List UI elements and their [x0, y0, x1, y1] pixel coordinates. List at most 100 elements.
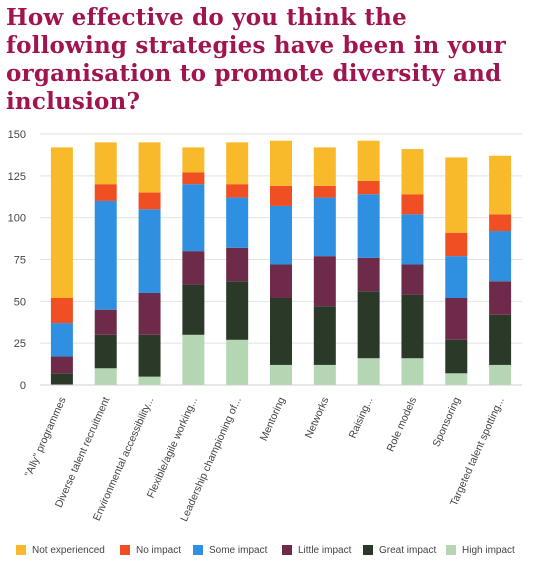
bar-segment	[94, 309, 117, 335]
bar-segment	[138, 209, 161, 293]
bar-segment	[445, 297, 468, 340]
legend-label: Great impact	[379, 544, 437, 556]
legend-item: Little impact	[282, 542, 351, 558]
bar-segment	[489, 214, 512, 232]
bar-segment	[182, 334, 205, 385]
legend-swatch	[120, 545, 130, 555]
bar-segment	[182, 172, 205, 185]
bar-segment	[313, 306, 336, 365]
bar-segment	[138, 334, 161, 377]
y-tick-label: 100	[8, 213, 26, 225]
x-category-label: Flexible/agile working...	[145, 395, 200, 500]
bar-segment	[270, 264, 292, 298]
x-category-label: Networks	[303, 395, 332, 440]
bar-segment	[445, 157, 468, 233]
bar-segment	[357, 194, 380, 258]
legend-label: No impact	[136, 544, 182, 556]
bar-segment	[270, 140, 292, 186]
bar-segment	[401, 294, 424, 359]
bar-segment	[138, 192, 161, 210]
legend-swatch	[193, 545, 203, 555]
bar-segment	[489, 155, 512, 215]
legend-item: Great impact	[363, 542, 436, 558]
y-tick-label: 125	[8, 171, 26, 183]
bar-segment	[445, 232, 468, 257]
bar-segment	[270, 297, 292, 365]
bar-segment	[226, 184, 249, 198]
legend-item: No impact	[120, 542, 181, 558]
x-category-label: Raising...	[347, 395, 376, 440]
legend-swatch	[16, 545, 26, 555]
bar-segment	[357, 180, 380, 195]
bar-segment	[489, 364, 512, 385]
x-category-label: Sponsoring	[430, 395, 463, 449]
bar-segment	[94, 334, 117, 369]
bar-segment	[357, 358, 380, 385]
bar-segment	[182, 284, 205, 335]
bar-segment	[445, 256, 468, 298]
bar-segment	[357, 291, 380, 359]
bar-segment	[313, 256, 336, 307]
bar-segment	[94, 142, 117, 185]
bar-segment	[50, 297, 73, 324]
bar-segment	[313, 147, 336, 186]
bar-segment	[182, 147, 205, 173]
legend-swatch	[282, 545, 292, 555]
legend-label: Little impact	[298, 544, 352, 556]
bar-segment	[182, 251, 205, 285]
bar-segment	[357, 257, 380, 292]
y-tick-label: 150	[8, 129, 26, 141]
bar-segment	[94, 200, 117, 310]
y-tick-label: 50	[14, 296, 26, 308]
bar-segment	[401, 264, 424, 295]
bar-segment	[489, 231, 512, 282]
bar-segment	[313, 197, 336, 257]
bar-segment	[401, 149, 424, 195]
bar-segment	[138, 142, 161, 193]
bar-segment	[357, 140, 380, 181]
bar-segment	[445, 339, 468, 374]
bar-segment	[138, 376, 161, 385]
bar-segment	[445, 373, 468, 385]
bar-segment	[226, 197, 249, 248]
bar-segment	[270, 205, 292, 265]
bar-segment	[489, 281, 512, 315]
bar-segment	[226, 142, 249, 185]
legend-item: Some impact	[193, 542, 267, 558]
bar-segment	[50, 323, 73, 357]
bar-segment	[50, 373, 73, 385]
bar-segment	[313, 364, 336, 385]
legend-label: Some impact	[209, 544, 268, 556]
bar-segment	[401, 214, 424, 265]
bar-segment	[270, 364, 292, 385]
legend-item: Not experienced	[16, 542, 105, 558]
bar-segment	[50, 147, 73, 298]
legend-swatch	[446, 545, 456, 555]
bar-segment	[94, 368, 117, 385]
bar-segment	[401, 358, 424, 385]
x-category-label: "Ally" programmes	[23, 395, 69, 479]
x-category-label: Role models	[384, 395, 419, 453]
chart-title: How effective do you think the following…	[6, 4, 506, 115]
y-tick-label: 0	[20, 380, 26, 392]
legend-swatch	[363, 545, 373, 555]
bar-segment	[226, 339, 249, 385]
bar-segment	[50, 356, 73, 374]
bar-segment	[94, 184, 117, 201]
legend-label: Not experienced	[32, 544, 105, 556]
y-tick-label: 25	[14, 338, 26, 350]
bar-segment	[270, 185, 292, 206]
bar-segment	[489, 314, 512, 365]
bar-segment	[226, 247, 249, 282]
bar-segment	[138, 292, 161, 335]
legend-item: High impact	[446, 542, 515, 558]
bar-segment	[182, 184, 205, 252]
legend-label: High impact	[462, 544, 515, 556]
chart-legend: Not experienced No impact Some impact Littl…	[16, 542, 536, 558]
bar-segment	[226, 281, 249, 340]
y-tick-label: 75	[14, 255, 26, 267]
bar-segment	[313, 185, 336, 198]
bar-segment	[401, 194, 424, 215]
